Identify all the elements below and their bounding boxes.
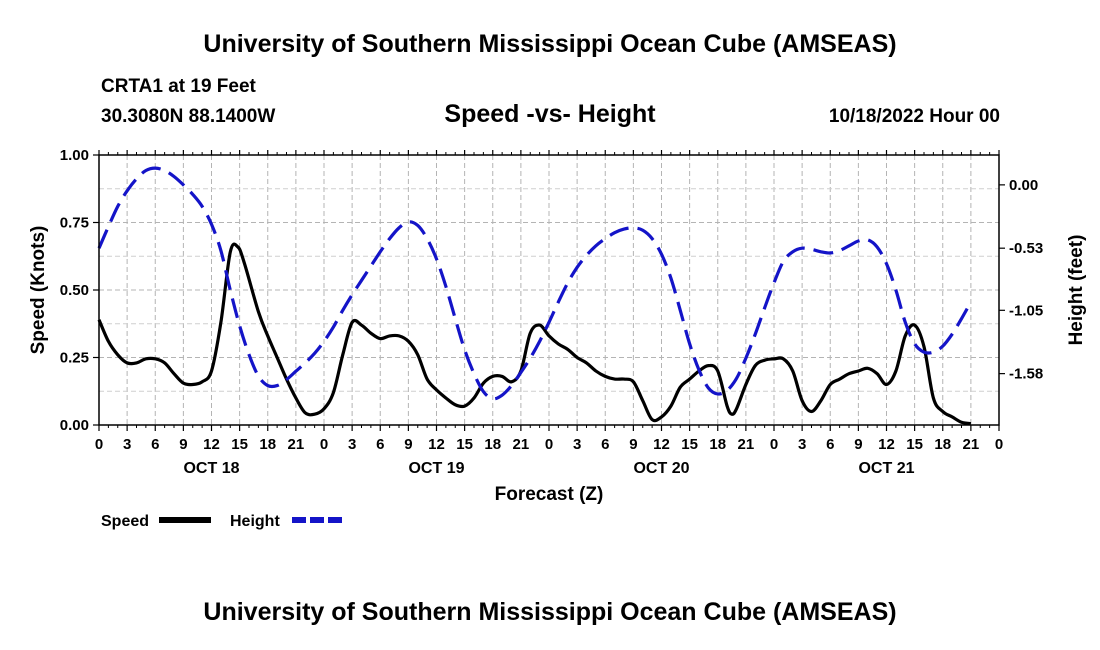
x-tick-label: 3	[798, 436, 806, 453]
x-tick-label: 9	[179, 436, 187, 453]
axes: 0 3 6 9 12 15 18 21 0 3 6 9 12 15 18 21 0 3 6 9 12 15 18 21 0 3 6 9…	[28, 147, 1087, 505]
grid-lines	[99, 155, 999, 425]
x-tick-label: 21	[288, 436, 305, 453]
page-title: University of Southern Mississippi Ocean…	[203, 30, 897, 58]
legend: Speed Height	[101, 513, 344, 530]
x-tick-label: 15	[681, 436, 698, 453]
station-label: CRTA1 at 19 Feet	[101, 76, 256, 97]
y-tick-label: 0.75	[60, 215, 89, 232]
series-line-height	[97, 166, 973, 401]
day-label: OCT 20	[633, 460, 689, 477]
x-tick-label: 9	[629, 436, 637, 453]
day-label: OCT 21	[858, 460, 914, 477]
x-tick-label: 3	[123, 436, 131, 453]
x-tick-label: 9	[404, 436, 412, 453]
y2-tick-label: 0.00	[1009, 177, 1038, 194]
y-tick-label: 0.25	[60, 350, 89, 367]
x-tick-label: 6	[376, 436, 384, 453]
x-tick-label: 6	[151, 436, 159, 453]
y-tick-label: 0.00	[60, 417, 89, 434]
y2-tick-label: -1.58	[1009, 366, 1043, 383]
series-line-speed	[97, 242, 972, 426]
x-tick-label: 3	[573, 436, 581, 453]
day-label: OCT 19	[408, 460, 464, 477]
x-tick-label: 15	[231, 436, 248, 453]
x-tick-label: 0	[320, 436, 328, 453]
x-axis-label: Forecast (Z)	[495, 484, 604, 505]
x-tick-label: 6	[826, 436, 834, 453]
y-tick-label: 1.00	[60, 147, 89, 164]
x-tick-label: 18	[259, 436, 276, 453]
forecast-datetime: 10/18/2022 Hour 00	[828, 106, 1000, 127]
x-tick-label: 9	[854, 436, 862, 453]
x-tick-label: 12	[878, 436, 895, 453]
x-tick-label: 12	[428, 436, 445, 453]
y-axis-label: Speed (Knots)	[28, 226, 49, 355]
x-tick-label: 18	[484, 436, 501, 453]
x-tick-label: 0	[770, 436, 778, 453]
x-tick-label: 18	[709, 436, 726, 453]
y2-axis-label: Height (feet)	[1066, 235, 1087, 346]
y2-tick-label: -1.05	[1009, 302, 1043, 319]
x-tick-label: 12	[203, 436, 220, 453]
y2-tick-label: -0.53	[1009, 240, 1043, 257]
station-coords: 30.3080N 88.1400W	[101, 106, 276, 127]
x-tick-label: 0	[545, 436, 553, 453]
y-tick-label: 0.50	[60, 282, 89, 299]
footer-title: University of Southern Mississippi Ocean…	[203, 598, 897, 626]
x-tick-label: 0	[995, 436, 1003, 453]
x-tick-label: 0	[95, 436, 103, 453]
x-tick-label: 21	[513, 436, 530, 453]
x-tick-label: 12	[653, 436, 670, 453]
x-tick-label: 21	[963, 436, 980, 453]
x-tick-label: 18	[934, 436, 951, 453]
x-tick-label: 6	[601, 436, 609, 453]
series-layer	[97, 166, 973, 426]
day-label: OCT 18	[183, 460, 239, 477]
legend-label-speed: Speed	[101, 513, 149, 530]
x-tick-label: 21	[738, 436, 755, 453]
legend-label-height: Height	[230, 513, 280, 530]
x-tick-label: 15	[906, 436, 923, 453]
x-tick-label: 15	[456, 436, 473, 453]
x-tick-label: 3	[348, 436, 356, 453]
chart-subtitle: Speed -vs- Height	[444, 100, 656, 128]
